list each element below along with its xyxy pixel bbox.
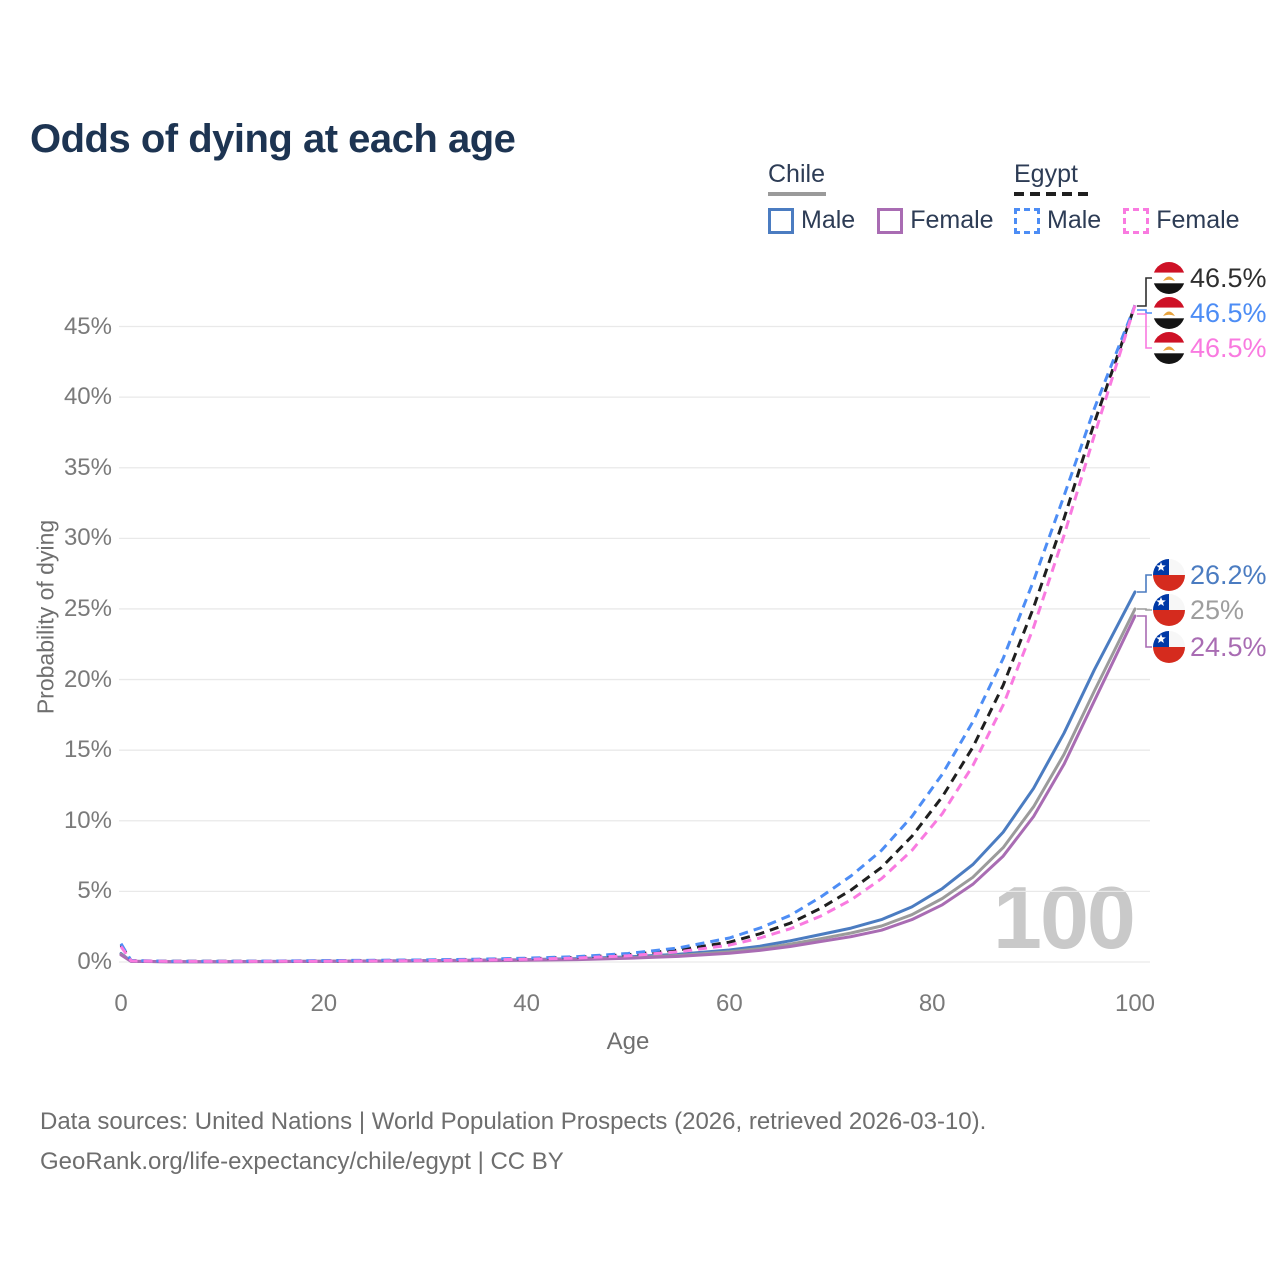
y-axis-tick-label: 0%	[77, 948, 112, 975]
y-axis-tick-label: 10%	[63, 806, 112, 834]
chile-flag-icon	[1153, 631, 1185, 663]
egypt-flag-icon	[1153, 262, 1185, 294]
series-egypt-total[interactable]	[119, 304, 1137, 963]
series-chile-female[interactable]	[119, 614, 1137, 964]
series-egypt-male[interactable]	[119, 304, 1137, 963]
y-axis-title: Probability of dying	[32, 519, 59, 715]
egypt-dashed-line-swatch	[1014, 192, 1088, 196]
end-label-connector	[1137, 313, 1152, 349]
series-chile-total[interactable]	[119, 607, 1137, 964]
attribution-text: GeoRank.org/life-expectancy/chile/egypt …	[40, 1148, 564, 1175]
chile-male-swatch[interactable]	[768, 207, 794, 234]
end-label-connector	[1137, 615, 1152, 648]
x-axis-tick-label: 100	[1114, 990, 1156, 1017]
end-value-label-chile: 26.2%	[1190, 560, 1267, 590]
x-axis-tick-label: 80	[918, 990, 946, 1017]
chile-flag-icon	[1153, 559, 1185, 591]
y-axis-tick-label: 35%	[63, 453, 112, 481]
x-axis-tick-label: 40	[513, 990, 540, 1017]
page-title: Odds of dying at each age	[30, 116, 516, 161]
legend-egypt-header: Egypt	[1014, 160, 1078, 188]
end-value-label-chile: 24.5%	[1190, 632, 1267, 662]
legend-group-chile: Chile Male Female	[768, 160, 1016, 235]
legend-item-egypt-male[interactable]: Male	[1047, 206, 1102, 234]
legend-item-chile-male[interactable]: Male	[801, 206, 856, 234]
y-axis-tick-label: 40%	[63, 383, 112, 411]
age-counter-watermark: 100	[993, 868, 1136, 967]
x-axis-tick-label: 60	[716, 990, 743, 1017]
chile-female-swatch[interactable]	[877, 207, 904, 234]
y-axis-tick-label: 5%	[77, 877, 112, 905]
series-chile-male[interactable]	[119, 590, 1137, 964]
x-axis-title: Age	[606, 1028, 650, 1055]
end-value-label-egypt: 46.5%	[1190, 333, 1267, 363]
chart-footer: Data sources: United Nations | World Pop…	[40, 1102, 986, 1182]
egypt-male-swatch[interactable]	[1014, 207, 1040, 234]
end-label-connector	[1137, 309, 1152, 314]
legend-group-egypt: Egypt Male Female	[1014, 160, 1262, 235]
egypt-flag-icon	[1153, 332, 1185, 364]
legend-item-egypt-female[interactable]: Female	[1156, 206, 1240, 234]
y-axis-tick-label: 15%	[63, 736, 112, 764]
end-value-label-chile: 25%	[1190, 595, 1245, 625]
chile-flag-icon	[1153, 594, 1185, 626]
y-axis-tick-label: 45%	[63, 312, 112, 340]
chile-solid-line-swatch	[768, 192, 826, 196]
data-sources-text: Data sources: United Nations | World Pop…	[40, 1108, 987, 1135]
x-axis-tick-label: 20	[310, 990, 338, 1017]
end-label-connector	[1137, 277, 1152, 307]
end-label-connector	[1137, 574, 1152, 593]
egypt-flag-icon	[1153, 297, 1185, 329]
series-egypt-female[interactable]	[119, 304, 1137, 963]
end-value-label-egypt: 46.5%	[1190, 263, 1267, 293]
x-axis-tick-label: 0	[114, 990, 128, 1017]
end-label-connector	[1137, 608, 1152, 611]
legend-item-chile-female[interactable]: Female	[910, 206, 994, 234]
egypt-female-swatch[interactable]	[1123, 207, 1150, 234]
legend-chile-header: Chile	[768, 160, 825, 188]
end-value-label-egypt: 46.5%	[1190, 298, 1267, 328]
